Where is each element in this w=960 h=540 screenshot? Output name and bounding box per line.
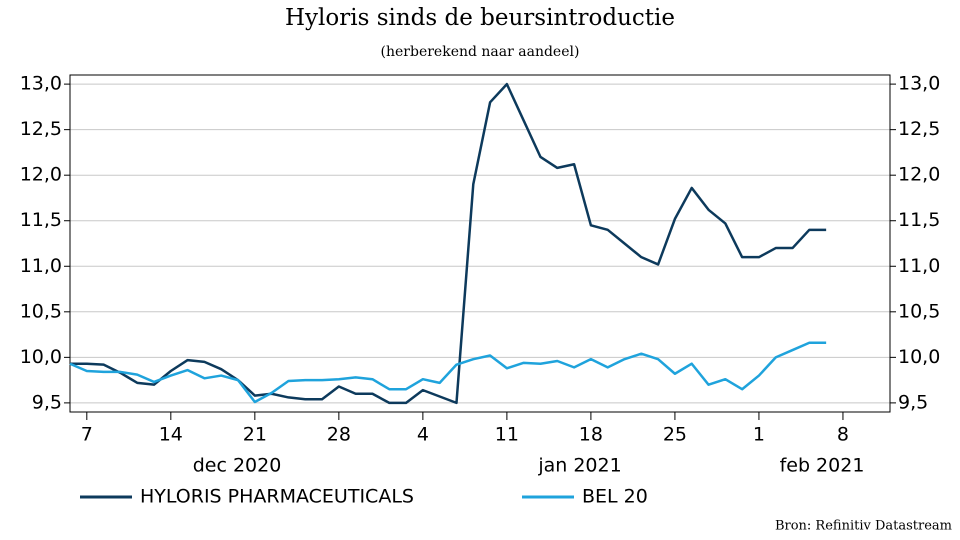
x-tick-label: 21 <box>243 424 267 446</box>
y-tick-label: 13,0 <box>20 73 62 95</box>
y-tick-label: 12,5 <box>20 118 62 140</box>
y2-tick-label: 11,5 <box>898 209 940 231</box>
x-tick-label: 7 <box>81 424 93 446</box>
legend-label: HYLORIS PHARMACEUTICALS <box>140 486 414 508</box>
y2-tick-label: 13,0 <box>898 73 940 95</box>
y-tick-label: 12,0 <box>20 164 62 186</box>
chart-title: Hyloris sinds de beursintroductie <box>285 5 675 31</box>
y2-tick-label: 9,5 <box>898 391 928 413</box>
y2-tick-label: 10,0 <box>898 346 940 368</box>
x-tick-label: 8 <box>837 424 849 446</box>
y-tick-label: 10,0 <box>20 346 62 368</box>
y-tick-label: 11,5 <box>20 209 62 231</box>
x-tick-label: 14 <box>159 424 183 446</box>
series-line <box>70 82 827 405</box>
month-label: feb 2021 <box>780 455 865 477</box>
month-label: jan 2021 <box>537 455 621 477</box>
x-tick-label: 25 <box>663 424 687 446</box>
y-tick-label: 10,5 <box>20 300 62 322</box>
y2-tick-label: 11,0 <box>898 255 940 277</box>
x-tick-label: 1 <box>753 424 765 446</box>
x-tick-label: 18 <box>579 424 603 446</box>
month-label: dec 2020 <box>193 455 282 477</box>
source: Bron: Refinitiv Datastream <box>775 519 952 534</box>
y2-tick-label: 12,0 <box>898 164 940 186</box>
plot-frame <box>69 74 891 413</box>
y2-tick-label: 12,5 <box>898 118 940 140</box>
x-tick-label: 11 <box>495 424 519 446</box>
x-tick-label: 28 <box>327 424 351 446</box>
y2-tick-label: 10,5 <box>898 300 940 322</box>
x-tick-label: 4 <box>417 424 429 446</box>
y-tick-label: 9,5 <box>32 391 62 413</box>
y-tick-label: 11,0 <box>20 255 62 277</box>
series-line <box>69 341 827 404</box>
chart-subtitle: (herberekend naar aandeel) <box>381 44 580 60</box>
legend-label: BEL 20 <box>582 486 648 508</box>
